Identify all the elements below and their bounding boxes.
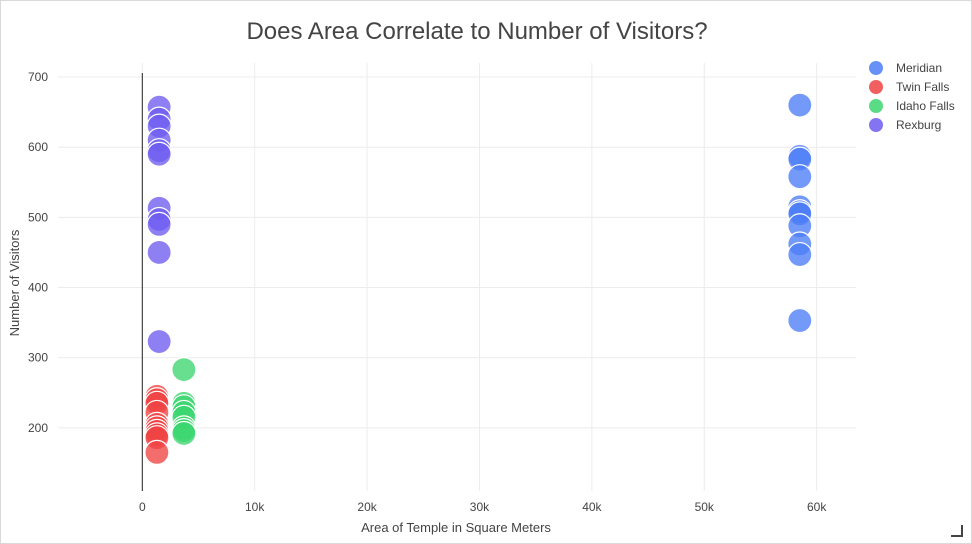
y-tick-label: 300 <box>28 351 48 365</box>
legend-label: Meridian <box>896 61 942 75</box>
legend-label: Twin Falls <box>896 80 949 94</box>
point-twin-falls[interactable] <box>144 439 170 466</box>
y-tick-label: 200 <box>28 421 48 435</box>
point-meridian[interactable] <box>787 307 813 334</box>
x-axis-title: Area of Temple in Square Meters <box>361 520 551 535</box>
legend-item-twin-falls[interactable]: Twin Falls <box>869 80 949 94</box>
y-tick-label: 400 <box>28 281 48 295</box>
x-tick-label: 40k <box>582 500 602 514</box>
legend-item-idaho-falls[interactable]: Idaho Falls <box>869 99 955 113</box>
legend-swatch <box>869 80 883 94</box>
x-tick-label: 30k <box>470 500 490 514</box>
y-tick-label: 500 <box>28 210 48 224</box>
legend-item-meridian[interactable]: Meridian <box>869 61 942 75</box>
grid-lines <box>58 63 856 491</box>
legend-swatch <box>869 61 883 75</box>
x-tick-label: 60k <box>807 500 827 514</box>
chart-title: Does Area Correlate to Number of Visitor… <box>246 18 707 45</box>
point-rexburg[interactable] <box>146 141 172 167</box>
y-tick-label: 600 <box>28 140 48 154</box>
point-meridian[interactable] <box>787 241 813 268</box>
point-idaho-falls[interactable] <box>171 357 197 383</box>
y-axis-title: Number of Visitors <box>7 229 22 336</box>
x-tick-label: 20k <box>357 500 377 514</box>
x-tick-label: 50k <box>695 500 715 514</box>
y-tick-label: 700 <box>28 70 48 84</box>
legend-swatch <box>869 118 883 132</box>
point-meridian[interactable] <box>787 164 813 190</box>
x-axis-ticks: 0 10k 20k 30k 40k 50k 60k <box>139 500 827 514</box>
legend: Meridian Twin Falls Idaho Falls Rexburg <box>869 61 955 132</box>
point-rexburg[interactable] <box>146 328 172 355</box>
x-tick-label: 0 <box>139 500 146 514</box>
resize-handle[interactable] <box>951 525 963 537</box>
point-idaho-falls[interactable] <box>171 420 197 447</box>
data-points <box>144 92 813 466</box>
point-rexburg[interactable] <box>146 211 172 237</box>
legend-swatch <box>869 99 883 113</box>
y-axis-ticks: 200 300 400 500 600 700 <box>28 70 48 435</box>
point-meridian[interactable] <box>787 92 813 118</box>
legend-item-rexburg[interactable]: Rexburg <box>869 118 941 132</box>
legend-label: Rexburg <box>896 118 941 132</box>
legend-label: Idaho Falls <box>896 99 955 113</box>
x-tick-label: 10k <box>245 500 265 514</box>
point-rexburg[interactable] <box>146 239 172 266</box>
